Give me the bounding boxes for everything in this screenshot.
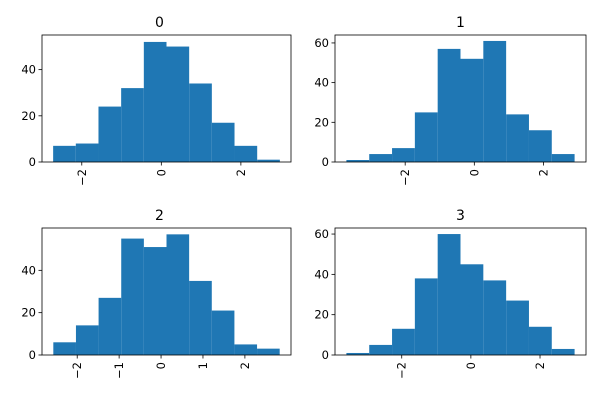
histogram-bar (483, 280, 507, 355)
y-tick-label: 40 (314, 267, 329, 281)
histogram-bar (121, 88, 144, 162)
y-tick-label: 20 (314, 308, 329, 322)
x-tick-label: −2 (395, 362, 409, 379)
y-tick-label: 20 (21, 306, 36, 320)
x-tick-label: 0 (154, 362, 168, 369)
histogram-bar (211, 310, 235, 355)
subplot-1: 1 0 20 40 60 −2 0 2 (314, 15, 587, 186)
y-tick-label: 60 (314, 36, 329, 50)
y-tick-label: 40 (21, 263, 36, 277)
x-tick-label: 2 (536, 169, 550, 176)
histogram-bar (75, 143, 99, 162)
histogram-bar (506, 114, 529, 163)
subplot-3: 3 0 20 40 60 −2 0 2 (314, 208, 587, 379)
x-tick-label: 2 (533, 362, 547, 369)
histogram-bar (98, 106, 122, 162)
histogram-bar (414, 278, 438, 355)
histogram-bar (189, 83, 212, 162)
y-tick-label: 0 (322, 348, 329, 362)
histogram-bar (437, 234, 461, 355)
histogram-bar (166, 46, 190, 162)
x-tick-label: 0 (154, 169, 168, 176)
histogram-bar (98, 297, 122, 355)
histogram-bar (528, 326, 552, 355)
histogram-bar (460, 264, 484, 355)
axes-frame (41, 227, 292, 356)
histogram-bar (392, 328, 415, 355)
histogram-bar (460, 58, 484, 163)
subplot-title: 1 (456, 15, 465, 31)
subplot-title: 0 (155, 15, 164, 31)
y-tick-label: 0 (29, 155, 36, 169)
histogram-bar (234, 344, 258, 355)
histogram-bar (483, 40, 507, 163)
histogram-bar (346, 160, 370, 162)
y-tick-label: 20 (21, 109, 36, 123)
histogram-bar (166, 234, 190, 355)
histogram-bar (53, 342, 76, 355)
y-tick-label: 20 (314, 115, 329, 129)
x-tick-label: −2 (70, 362, 84, 379)
x-tick-label: 1 (196, 362, 210, 369)
histogram-bar (414, 112, 438, 162)
subplot-0: 0 0 20 40 −2 0 2 (21, 15, 292, 186)
axes-frame (41, 34, 292, 163)
histogram-bar (189, 280, 212, 355)
histogram-bar (121, 238, 144, 355)
subplot-title: 3 (456, 208, 465, 224)
histogram-bar (53, 145, 76, 162)
x-tick-label: 2 (238, 362, 252, 369)
x-tick-label: 2 (234, 169, 248, 176)
axes-frame (334, 227, 587, 356)
histogram-bar (346, 352, 370, 355)
x-tick-label: −2 (75, 169, 89, 186)
histogram-bar (369, 154, 393, 162)
y-tick-label: 0 (29, 348, 36, 362)
x-tick-label: 0 (467, 169, 481, 176)
histogram-bar (369, 344, 393, 355)
histogram-bar (528, 130, 552, 162)
y-tick-label: 40 (21, 63, 36, 77)
histogram-bar (257, 348, 280, 355)
x-tick-label: −1 (112, 362, 126, 379)
y-tick-label: 40 (314, 76, 329, 90)
subplot-title: 2 (155, 208, 164, 224)
histogram-bar (211, 122, 235, 162)
subplot-2: 2 0 20 40 −2 −1 0 1 2 (21, 208, 292, 379)
x-tick-label: −2 (398, 169, 412, 186)
histogram-bar (551, 348, 575, 355)
histogram-bar (437, 48, 461, 162)
histogram-bar (257, 159, 280, 162)
histogram-bar (75, 325, 99, 355)
histogram-bar (143, 247, 167, 355)
histogram-bar (143, 41, 167, 162)
histogram-bar (234, 145, 258, 162)
histogram-bar (506, 300, 529, 355)
y-tick-label: 60 (314, 227, 329, 241)
y-tick-label: 0 (322, 155, 329, 169)
histogram-bar (392, 148, 415, 162)
histogram-bar (551, 154, 575, 162)
axes-frame (334, 34, 587, 163)
x-tick-label: 0 (464, 362, 478, 369)
